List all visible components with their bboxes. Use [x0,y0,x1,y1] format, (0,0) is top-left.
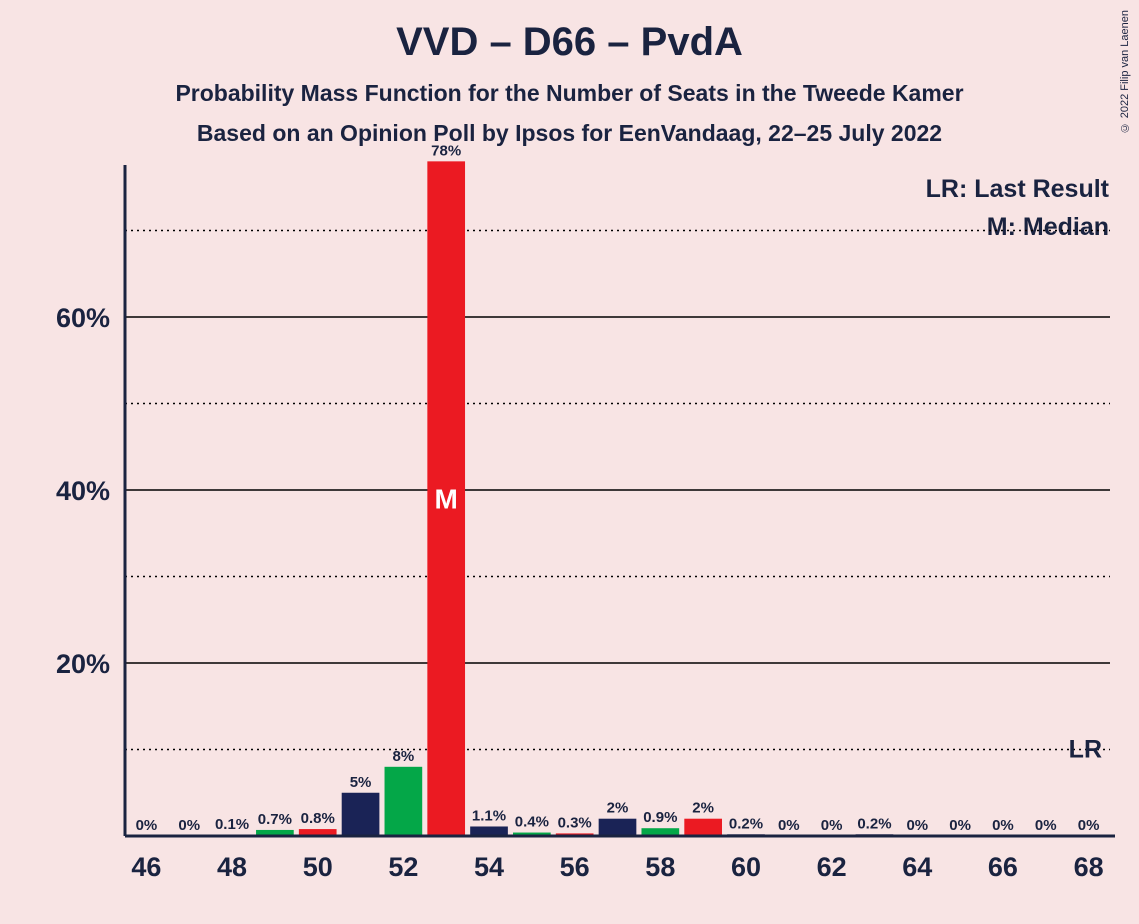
x-axis-label: 62 [817,852,847,882]
median-marker: M [435,484,458,515]
y-axis-label: 20% [56,649,110,679]
y-axis-label: 60% [56,303,110,333]
bar-value-label: 0.3% [558,814,592,831]
bar [599,819,637,836]
bar-value-label: 5% [350,774,372,791]
bar-value-label: 1.1% [472,807,506,824]
bar-value-label: 0% [778,817,800,834]
bar-value-label: 0.7% [258,811,292,828]
bar [342,793,380,836]
bar [385,767,423,836]
x-axis-label: 50 [303,852,333,882]
bar-value-label: 0.8% [301,810,335,827]
bar-value-label: 0.2% [857,815,891,832]
bar-value-label: 0% [136,817,158,834]
bar-value-label: 8% [393,748,415,765]
x-axis-label: 68 [1074,852,1104,882]
bar-value-label: 0% [992,817,1014,834]
y-axis-label: 40% [56,476,110,506]
bar-value-label: 0.9% [643,809,677,826]
bar-value-label: 0.1% [215,816,249,833]
bar-value-label: 78% [431,142,461,159]
x-axis-label: 46 [131,852,161,882]
x-axis-label: 48 [217,852,247,882]
bar-value-label: 0% [821,817,843,834]
bar-value-label: 0% [949,817,971,834]
bar-value-label: 0% [1078,817,1100,834]
bar-value-label: 2% [607,800,629,817]
bar [684,819,722,836]
x-axis-label: 54 [474,852,504,882]
x-axis-label: 64 [902,852,932,882]
bar-value-label: 2% [692,800,714,817]
x-axis-label: 56 [560,852,590,882]
bar-value-label: 0% [906,817,928,834]
lr-marker: LR [1069,736,1102,764]
x-axis-label: 60 [731,852,761,882]
bar-value-label: 0.2% [729,815,763,832]
x-axis-label: 58 [645,852,675,882]
bar-value-label: 0% [178,817,200,834]
x-axis-label: 52 [388,852,418,882]
pmf-bar-chart: 20% 40% 60% 0% 0% 0.1% 0.7% 0.8% 5% 8% 78% M 1.1% 0.4… [0,0,1139,924]
bar-value-label: 0% [1035,817,1057,834]
bar-value-label: 0.4% [515,814,549,831]
x-axis-label: 66 [988,852,1018,882]
